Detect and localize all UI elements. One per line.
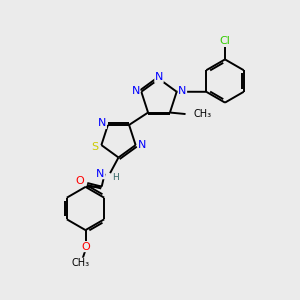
Text: O: O (81, 242, 90, 252)
Text: Cl: Cl (220, 36, 230, 46)
Text: CH₃: CH₃ (72, 258, 90, 268)
Text: N: N (155, 72, 163, 82)
Text: O: O (75, 176, 84, 186)
Text: N: N (131, 86, 140, 96)
Text: N: N (96, 169, 105, 179)
Text: N: N (98, 118, 106, 128)
Text: N: N (178, 86, 187, 96)
Text: N: N (138, 140, 146, 150)
Text: CH₃: CH₃ (194, 109, 212, 119)
Text: S: S (91, 142, 98, 152)
Text: H: H (112, 173, 119, 182)
